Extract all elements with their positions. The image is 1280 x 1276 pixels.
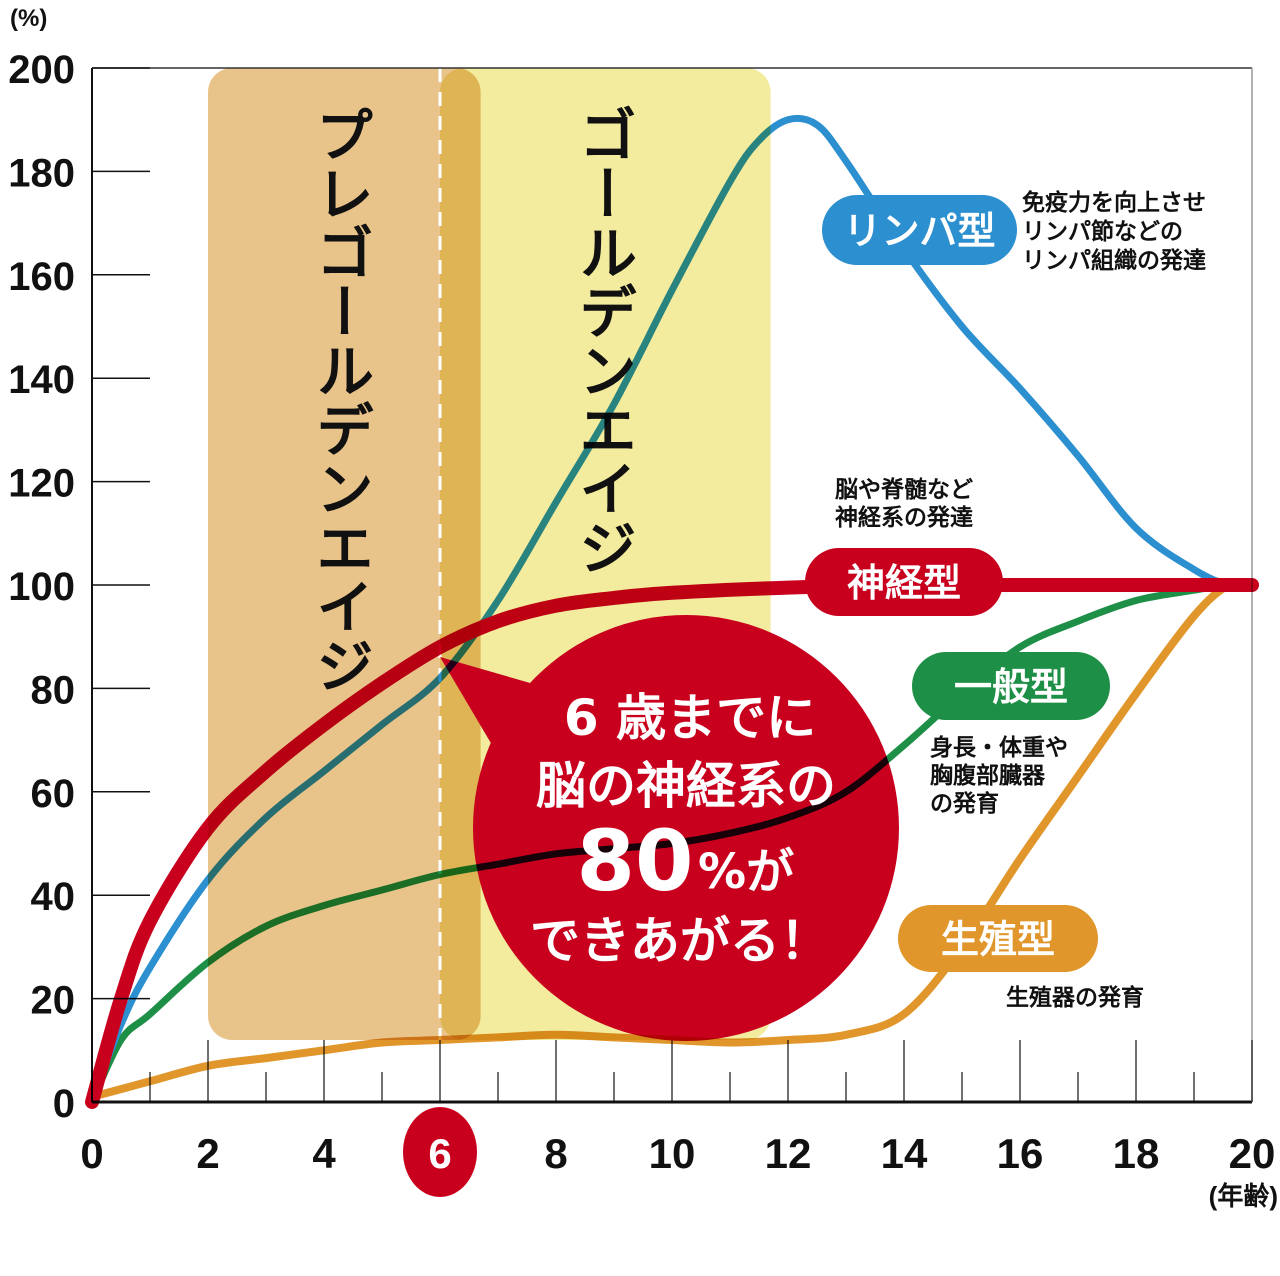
x-tick-label: 2 (196, 1130, 219, 1177)
x-tick-label: 10 (649, 1130, 696, 1177)
callout-line-3-suffix: %が (698, 844, 794, 900)
description-general: 身長・体重や (930, 734, 1068, 761)
y-tick-label: 140 (8, 358, 75, 402)
y-tick-label: 0 (53, 1082, 75, 1126)
legend-pill-reproductive (898, 905, 1098, 972)
legend-pill-lymph (822, 195, 1017, 265)
legend-label-neural: 神経型 (847, 561, 961, 605)
series-lines (85, 114, 1259, 1109)
callout-pointer (440, 657, 530, 750)
x-tick-label: 20 (1229, 1130, 1276, 1177)
y-tick-label: 80 (31, 668, 76, 712)
x-tick-label: 0 (80, 1130, 103, 1177)
y-tick-label: 200 (8, 48, 75, 92)
series-line-general (88, 581, 1256, 1106)
x-tick-label: 4 (312, 1130, 336, 1177)
x-tick-label: 16 (997, 1130, 1044, 1177)
x-tick-label: 8 (544, 1130, 567, 1177)
y-tick-label: 180 (8, 151, 75, 195)
callout-bubble (440, 615, 899, 1041)
legend-pill-neural (805, 548, 1003, 616)
x-tick-highlight-circle (403, 1107, 477, 1197)
description-general: の発育 (930, 790, 999, 817)
band-pre-golden-age (208, 68, 481, 1040)
series-line-lymph (88, 114, 1256, 1106)
x-tick-label: 18 (1113, 1130, 1160, 1177)
legend-label-lymph: リンパ型 (843, 209, 995, 253)
band-label-golden-age: ゴールデンエイジ (569, 105, 637, 577)
callout-line-4: できあがる！ (530, 912, 830, 970)
description-lymph: リンパ組織の発達 (1022, 247, 1206, 274)
y-axis-unit: (%) (10, 5, 47, 32)
description-neural: 神経系の発達 (835, 504, 973, 531)
y-tick-label: 160 (8, 255, 75, 299)
description-reproductive: 生殖器の発育 (1006, 984, 1144, 1011)
description-neural: 脳や脊髄など (835, 476, 973, 503)
tick-labels: (%) (年齢) 0 20 40 60 80 100 120 140 160 180 200 0 2 4 6… (8, 5, 1278, 1211)
y-tick-label: 100 (8, 565, 75, 609)
callout-line-2: 脳の神経系の (536, 757, 836, 815)
y-tick-label: 40 (31, 875, 76, 919)
description-lymph: 免疫力を向上させ (1022, 189, 1206, 216)
callout-line-1: 6 歳までに (564, 689, 816, 747)
callout-line-3-number: 80 (577, 812, 694, 910)
y-tick-label: 120 (8, 462, 75, 506)
legend-label-reproductive: 生殖型 (941, 918, 1055, 962)
series-line-reproductive (88, 578, 1256, 1101)
y-tick-label: 60 (31, 772, 76, 816)
y-tick-label: 20 (31, 979, 76, 1023)
legend-pill-general (912, 652, 1110, 720)
description-general: 胸腹部臓器 (930, 762, 1046, 789)
band-label-pre-golden-age: プレゴールデンエイジ (306, 105, 374, 695)
x-tick-label: 12 (765, 1130, 812, 1177)
callout-text: 6 歳までに 脳の神経系の 80 %が できあがる！ (530, 689, 836, 970)
x-axis-unit: (年齢) (1209, 1181, 1278, 1211)
legend-label-general: 一般型 (954, 665, 1068, 709)
description-lymph: リンパ節などの (1022, 218, 1183, 245)
x-tick-label: 6 (428, 1130, 451, 1177)
x-tick-label: 14 (881, 1130, 928, 1177)
callout-circle (473, 615, 899, 1041)
